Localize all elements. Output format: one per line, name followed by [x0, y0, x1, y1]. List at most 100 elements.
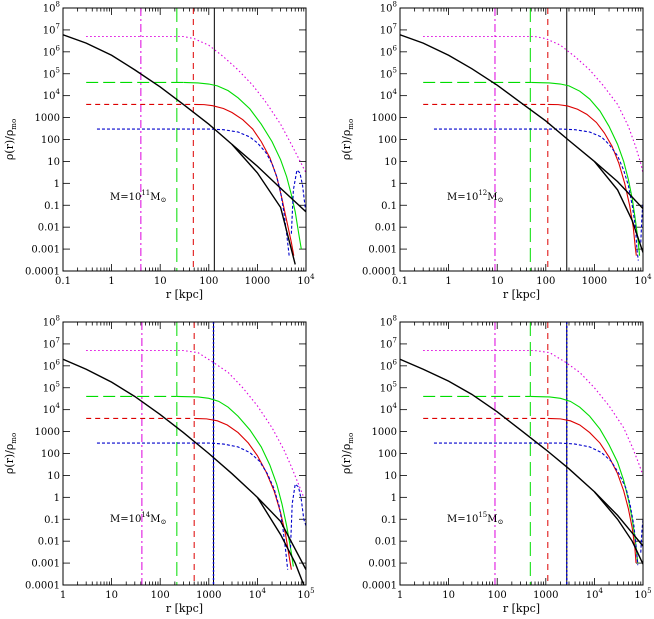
series-line-blue-tail: [290, 169, 306, 234]
y-tick-label: 1: [54, 493, 60, 504]
y-tick-label: 0.0001: [362, 267, 397, 278]
x-axis-label: r [kpc]: [503, 602, 540, 615]
y-tick-label: 0.01: [38, 537, 60, 548]
x-tick-label: 1: [60, 590, 66, 601]
y-tick-label: 108: [380, 1, 397, 15]
y-tick-label: 1: [54, 179, 60, 190]
y-tick-label: 0.01: [375, 223, 397, 234]
y-tick-label: 1: [391, 179, 397, 190]
y-tick-label: 104: [43, 402, 61, 416]
y-tick-label: 10: [384, 471, 397, 482]
y-tick-label: 107: [380, 336, 397, 350]
mass-annotation: M=1014M⊙: [110, 511, 167, 526]
y-tick-label: 0.1: [44, 201, 60, 212]
x-tick-label: 1: [108, 276, 114, 287]
series-line-black2: [231, 143, 296, 265]
y-tick-label: 0.1: [381, 515, 397, 526]
x-tick-label: 100: [488, 590, 507, 601]
y-tick-label: 0.001: [31, 245, 60, 256]
x-tick-label: 1000: [533, 590, 558, 601]
series-line-magenta: [86, 349, 305, 498]
mass-annotation: M=1015M⊙: [447, 511, 504, 526]
x-tick-label: 100: [536, 276, 555, 287]
series-line-red: [194, 103, 295, 256]
panel-bottom-left: 1 10 100 1000 104 105 0.0001 0.001 0.01 0.1 1 10 100…: [3, 315, 315, 616]
x-axis-label: r [kpc]: [166, 288, 203, 301]
series-line-blue: [96, 128, 290, 256]
x-tick-label: 10: [154, 276, 167, 287]
y-tick-label: 0.001: [368, 245, 397, 256]
series-line-blue: [96, 442, 289, 570]
series-line-black2: [256, 496, 305, 585]
series-line-black: [400, 34, 643, 210]
x-tick-label: 0.1: [392, 276, 408, 287]
y-tick-label: 0.001: [31, 559, 60, 570]
x-tick-label: 100: [151, 590, 170, 601]
x-tick-label: 10: [442, 590, 455, 601]
series-line-green: [176, 395, 294, 567]
y-tick-label: 108: [43, 315, 60, 329]
y-tick-label: 106: [380, 44, 398, 58]
plot-frame: [399, 7, 644, 272]
x-tick-label: 1000: [196, 590, 221, 601]
y-tick-label: 0.0001: [25, 581, 60, 592]
y-tick-label: 104: [380, 88, 398, 102]
x-tick-label: 1: [397, 590, 403, 601]
series-line-magenta: [423, 35, 643, 174]
y-tick-label: 104: [43, 88, 61, 102]
series-line-black: [63, 34, 306, 213]
x-tick-label: 104: [634, 273, 652, 287]
x-tick-label: 100: [199, 276, 218, 287]
x-tick-label: 10: [105, 590, 118, 601]
x-tick-label: 105: [297, 587, 314, 601]
y-tick-label: 0.001: [368, 559, 397, 570]
series-line-blue-tail: [640, 519, 643, 553]
y-tick-label: 0.1: [44, 515, 60, 526]
y-axis-label: ρ(r)/ρmo: [340, 433, 355, 474]
y-tick-label: 108: [43, 1, 60, 15]
y-tick-label: 1000: [372, 113, 397, 124]
panel-top-right: 0.1 1 10 100 1000 104 0.0001 0.001 0.01 0.1 1 10 100…: [340, 1, 652, 302]
y-tick-label: 0.1: [381, 201, 397, 212]
y-tick-label: 1000: [372, 427, 397, 438]
y-tick-label: 0.01: [375, 537, 397, 548]
y-tick-label: 104: [380, 402, 398, 416]
y-tick-label: 108: [380, 315, 397, 329]
y-tick-label: 106: [43, 44, 61, 58]
series-line-black: [400, 358, 643, 547]
plot-frame: [62, 7, 307, 272]
panel-bottom-right: 1 10 100 1000 104 105 0.0001 0.001 0.01 0.1 1 10 100…: [340, 315, 652, 616]
series-line-green: [183, 81, 302, 250]
x-tick-label: 1000: [245, 276, 270, 287]
x-tick-label: 1000: [582, 276, 607, 287]
y-tick-label: 107: [43, 22, 60, 36]
x-tick-label: 105: [634, 587, 651, 601]
panel-top-left: 0.1 1 10 100 1000 104 0.0001 0.001 0.01 0.1 1 10 100…: [3, 1, 315, 302]
series-line-red: [547, 417, 637, 564]
y-tick-label: 0.0001: [362, 581, 397, 592]
series-line-red: [547, 103, 637, 256]
y-tick-label: 105: [380, 66, 397, 80]
x-tick-label: 104: [297, 273, 315, 287]
y-tick-label: 107: [43, 336, 60, 350]
series-line-black2: [593, 491, 643, 565]
series-line-magenta: [86, 35, 306, 174]
plot-frame: [62, 321, 307, 586]
series-line-red: [194, 417, 292, 570]
x-tick-label: 104: [586, 587, 604, 601]
y-tick-label: 0.0001: [25, 267, 60, 278]
series-line-black: [63, 358, 306, 571]
x-tick-label: 1: [445, 276, 451, 287]
y-axis-label: ρ(r)/ρmo: [340, 119, 355, 160]
series-line-blue-tail: [289, 483, 306, 548]
y-tick-label: 100: [41, 449, 60, 460]
y-axis-label: ρ(r)/ρmo: [3, 119, 18, 160]
y-tick-label: 106: [380, 358, 398, 372]
y-tick-label: 1000: [35, 427, 60, 438]
y-tick-label: 106: [43, 358, 61, 372]
y-tick-label: 100: [41, 135, 60, 146]
series-line-green: [530, 395, 639, 564]
y-tick-label: 100: [378, 135, 397, 146]
y-tick-label: 10: [47, 157, 60, 168]
